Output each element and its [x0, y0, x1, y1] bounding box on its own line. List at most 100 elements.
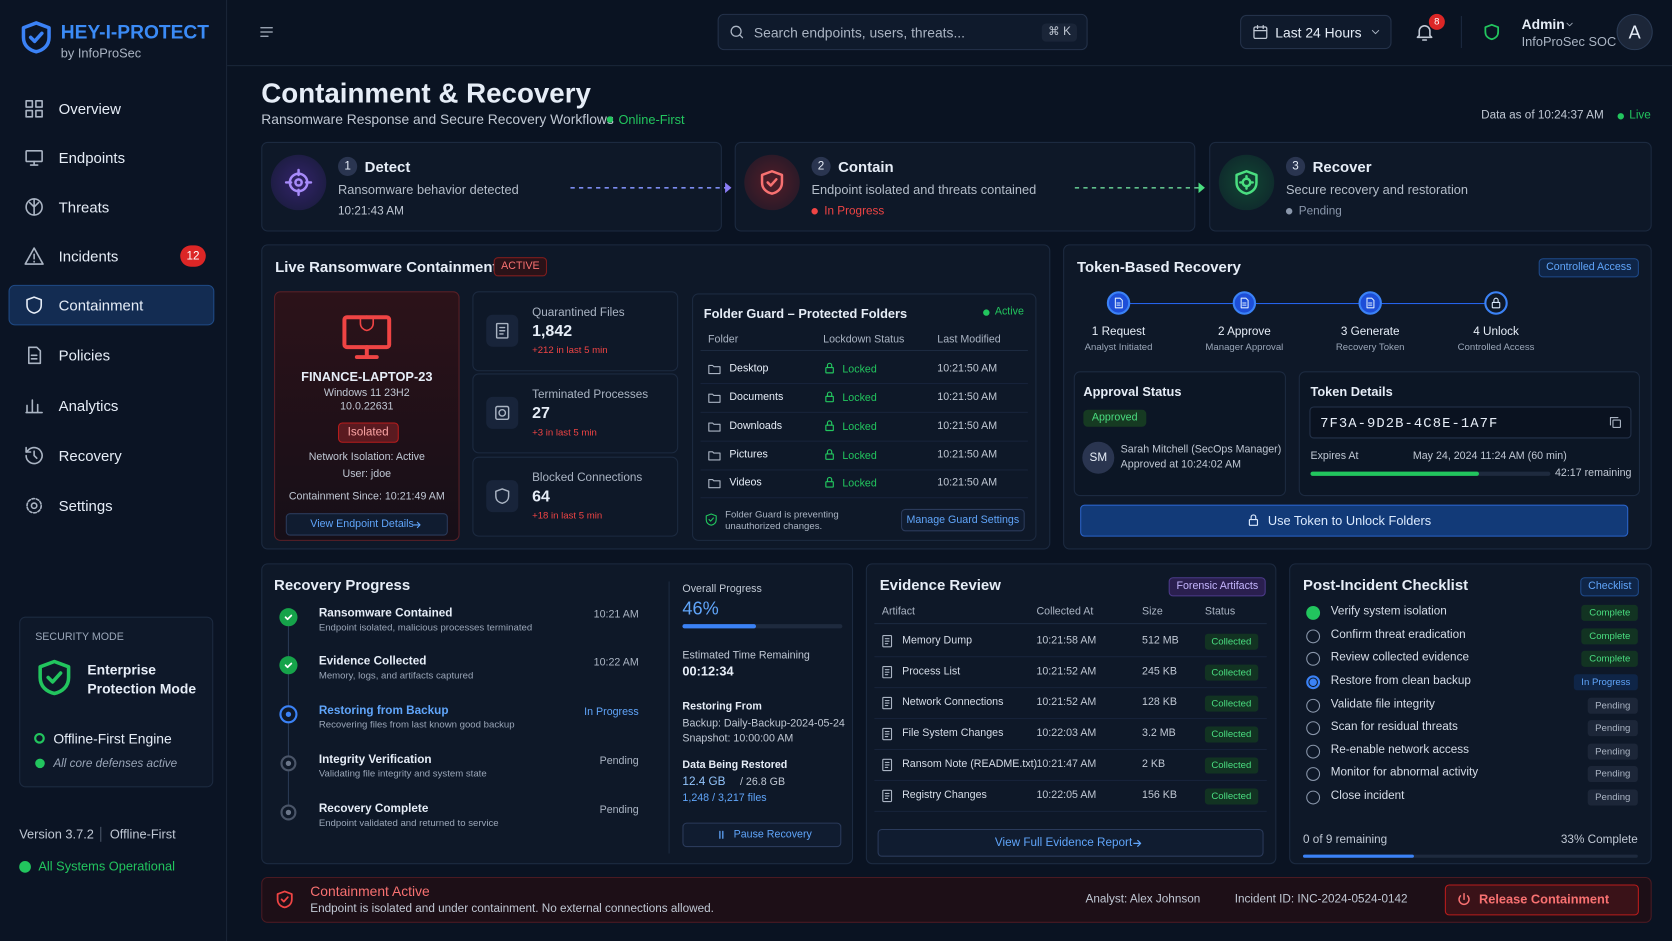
engine-note: All core defenses active: [53, 757, 178, 771]
icon-part: [25, 109, 34, 118]
icon-part: [570, 182, 1205, 194]
step-icon-bg: [270, 154, 327, 211]
overall-value: 46%: [682, 598, 719, 619]
icon-part: [1484, 23, 1500, 41]
icon-part: [413, 521, 421, 529]
date-select[interactable]: [1240, 14, 1392, 50]
icon-part: [30, 502, 38, 510]
search-box[interactable]: [717, 13, 1088, 51]
icon-part: [38, 659, 71, 696]
progress-fill: [1310, 471, 1479, 476]
modified: 10:21:50 AM: [937, 420, 998, 433]
evidence-button[interactable]: [877, 828, 1264, 857]
step-title: Contain: [838, 157, 894, 175]
remaining: 0 of 9 remaining: [1303, 833, 1388, 847]
icon: [23, 245, 44, 266]
row-divider: [700, 411, 1028, 413]
nav-item[interactable]: Recovery: [58, 447, 122, 465]
icon-part: [825, 476, 834, 488]
security-label: SECURITY MODE: [35, 631, 124, 644]
icon: [1482, 22, 1501, 41]
row-divider: [700, 383, 1028, 385]
icon-part: [882, 696, 893, 710]
icon-part: [1366, 297, 1375, 309]
icon-part: [708, 422, 721, 432]
nav-item[interactable]: Threats: [58, 198, 110, 216]
icon: [284, 168, 314, 198]
evidence-status: Collected: [1204, 633, 1258, 650]
nav-item[interactable]: Containment: [58, 296, 144, 314]
icon-part: [1416, 25, 1433, 39]
icon-part: [38, 659, 71, 696]
status-dot: [1617, 113, 1624, 120]
icon: [23, 98, 44, 119]
icon-part: [495, 322, 509, 339]
page-subtitle: Ransomware Response and Secure Recovery …: [261, 110, 614, 127]
token-step-subtitle: Recovery Token: [1335, 341, 1405, 353]
icon: [282, 610, 296, 624]
icon-part: [25, 446, 38, 460]
row-divider: [874, 687, 1267, 689]
icon-part: [359, 315, 375, 332]
icon-part: [28, 198, 40, 216]
icon-part: [1235, 169, 1258, 195]
endpoint-button[interactable]: [285, 513, 448, 536]
icon-part: [825, 481, 834, 488]
approval-box: [1073, 371, 1286, 497]
icon-part: [276, 890, 293, 909]
pause-action: Pause Recovery: [733, 828, 812, 841]
check-open: [1306, 767, 1321, 781]
icon-part: [1366, 297, 1375, 309]
nav-item[interactable]: Settings: [58, 497, 113, 515]
engine-ring: [34, 732, 45, 744]
icon: [1252, 23, 1269, 40]
nav-item[interactable]: Incidents: [58, 247, 119, 265]
icon-part: [730, 25, 742, 37]
icon: [1457, 892, 1472, 907]
icon-part: [284, 662, 293, 669]
pause-button[interactable]: [682, 822, 842, 848]
icon-part: [1250, 514, 1257, 521]
icon-part: [1239, 174, 1254, 190]
icon-part: [705, 513, 717, 526]
release-button[interactable]: [1444, 884, 1639, 916]
nav-item[interactable]: Overview: [58, 100, 121, 118]
eta-label: Estimated Time Remaining: [682, 649, 810, 662]
row-divider: [874, 656, 1267, 658]
column-header: Collected At: [1036, 605, 1094, 618]
icon-part: [825, 362, 834, 374]
badge: Forensic Artifacts: [1168, 577, 1266, 597]
icon-part: [708, 422, 721, 432]
nav-item[interactable]: Analytics: [58, 396, 119, 414]
icon-part: [884, 669, 890, 676]
icon-part: [284, 168, 313, 197]
icon: [282, 658, 296, 672]
icon: [880, 727, 895, 742]
icon-part: [760, 169, 784, 195]
task: Validate file integrity: [1330, 697, 1435, 711]
row-divider: [700, 497, 1028, 499]
nav-item[interactable]: Policies: [58, 346, 111, 364]
unlock-button[interactable]: [1080, 504, 1629, 537]
icon-part: [26, 497, 43, 514]
guard-button[interactable]: [901, 508, 1025, 532]
icon-part: [708, 517, 714, 522]
icon-part: [708, 451, 721, 461]
os: Windows 11 23H2: [323, 387, 410, 400]
icon-part: [284, 168, 313, 197]
nav-item[interactable]: Endpoints: [58, 149, 126, 167]
brand: HEY-I-PROTECT: [60, 21, 210, 43]
nav-active[interactable]: [8, 284, 215, 326]
task-status: Pending: [1587, 766, 1638, 782]
approved-at: Approved at 10:24:02 AM: [1120, 458, 1242, 471]
icon-part: [825, 424, 834, 432]
user-name: Admin: [1521, 16, 1565, 33]
token-step-line: [1118, 302, 1497, 305]
icon: [274, 889, 295, 910]
step-description: Ransomware behavior detected: [338, 182, 519, 198]
icon-part: [725, 182, 732, 194]
evidence-status: Collected: [1204, 757, 1258, 774]
search-shortcut: ⌘ K: [1041, 23, 1078, 42]
table-divider: [700, 349, 1028, 352]
panel-title: Live Ransomware Containment: [275, 258, 498, 276]
